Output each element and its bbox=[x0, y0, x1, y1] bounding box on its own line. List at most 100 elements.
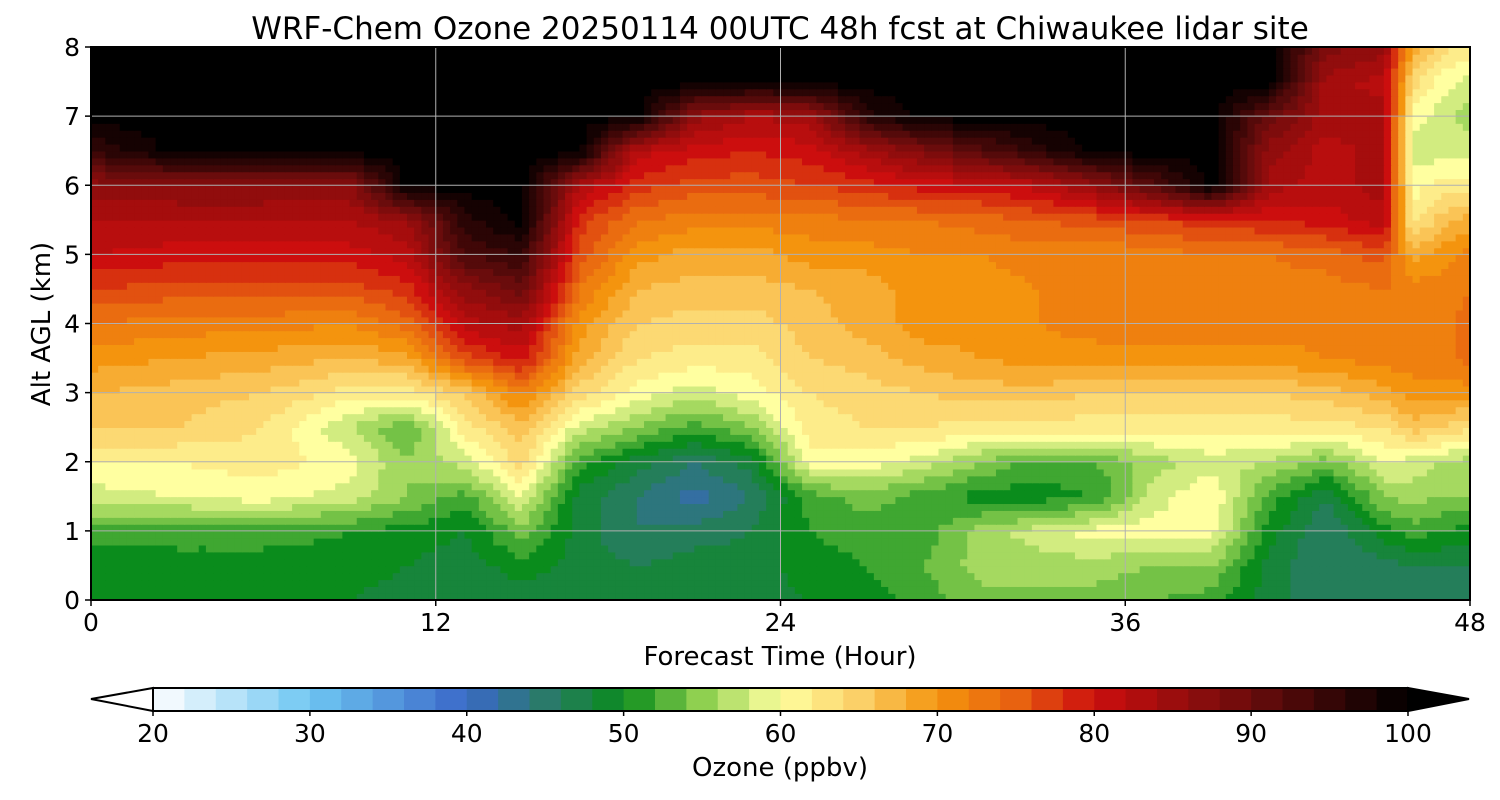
field-cell bbox=[701, 503, 710, 511]
field-cell bbox=[220, 503, 229, 511]
field-cell bbox=[155, 475, 164, 484]
field-cell bbox=[1333, 544, 1342, 553]
field-cell bbox=[1276, 517, 1285, 525]
field-cell bbox=[615, 420, 624, 428]
field-cell bbox=[1398, 454, 1407, 463]
field-cell bbox=[1333, 434, 1342, 442]
field-cell bbox=[284, 558, 293, 567]
field-cell bbox=[1333, 461, 1342, 470]
field-cell bbox=[1276, 461, 1285, 470]
field-cell bbox=[1168, 468, 1177, 477]
field-cell bbox=[378, 441, 387, 449]
field-cell bbox=[852, 558, 861, 567]
field-cell bbox=[866, 586, 875, 594]
field-cell bbox=[751, 441, 760, 449]
field-cell bbox=[1082, 461, 1091, 470]
field-cell bbox=[536, 579, 545, 587]
field-cell bbox=[859, 537, 868, 546]
field-cell bbox=[277, 517, 286, 525]
field-cell bbox=[205, 468, 214, 477]
field-cell bbox=[679, 593, 688, 600]
field-cell bbox=[227, 454, 236, 463]
field-cell bbox=[184, 530, 193, 539]
field-cell bbox=[672, 523, 681, 532]
field-cell bbox=[356, 572, 365, 581]
field-cell bbox=[335, 454, 344, 463]
field-cell bbox=[931, 496, 940, 505]
field-cell bbox=[428, 593, 437, 600]
field-cell bbox=[823, 427, 832, 435]
field-cell bbox=[313, 537, 322, 546]
field-cell bbox=[1060, 523, 1069, 532]
field-cell bbox=[780, 544, 789, 553]
field-cell bbox=[679, 551, 688, 560]
field-cell bbox=[615, 489, 624, 498]
field-cell bbox=[141, 489, 150, 498]
field-cell bbox=[938, 482, 947, 491]
field-cell bbox=[1031, 441, 1040, 449]
field-cell bbox=[658, 441, 667, 449]
field-cell bbox=[170, 593, 178, 600]
field-cell bbox=[916, 593, 925, 600]
field-cell bbox=[284, 489, 293, 498]
field-cell bbox=[995, 461, 1004, 470]
field-cell bbox=[249, 523, 257, 532]
field-cell bbox=[356, 593, 365, 600]
field-cell bbox=[442, 572, 451, 581]
field-cell bbox=[830, 558, 839, 567]
field-cell bbox=[636, 461, 645, 470]
field-cell bbox=[1347, 510, 1356, 518]
field-cell bbox=[830, 579, 839, 587]
field-cell bbox=[205, 441, 214, 449]
field-cell bbox=[888, 503, 897, 511]
field-cell bbox=[1283, 461, 1292, 470]
field-cell bbox=[435, 447, 444, 456]
field-cell bbox=[1010, 461, 1019, 470]
field-cell bbox=[256, 523, 265, 532]
field-cell bbox=[931, 530, 940, 539]
field-cell bbox=[191, 572, 200, 581]
field-cell bbox=[1268, 551, 1277, 560]
field-cell bbox=[787, 523, 796, 532]
field-cell bbox=[758, 551, 767, 560]
field-cell bbox=[1146, 523, 1155, 532]
field-cell bbox=[1168, 454, 1177, 463]
field-cell bbox=[98, 482, 107, 491]
field-cell bbox=[679, 572, 688, 581]
field-cell bbox=[1434, 510, 1443, 518]
field-cell bbox=[1003, 427, 1012, 435]
field-cell bbox=[593, 434, 602, 442]
field-cell bbox=[256, 551, 265, 560]
field-cell bbox=[450, 496, 459, 505]
field-cell bbox=[579, 454, 588, 463]
field-cell bbox=[205, 447, 214, 456]
field-cell bbox=[234, 503, 243, 511]
field-cell bbox=[1455, 565, 1464, 574]
field-cell bbox=[91, 537, 99, 546]
field-cell bbox=[320, 586, 329, 594]
field-cell bbox=[514, 482, 523, 491]
field-cell bbox=[1067, 447, 1076, 456]
field-cell bbox=[529, 565, 538, 574]
field-cell bbox=[1031, 551, 1040, 560]
field-cell bbox=[859, 454, 868, 463]
field-cell bbox=[270, 468, 279, 477]
field-cell bbox=[1153, 434, 1162, 442]
field-cell bbox=[335, 544, 344, 553]
field-cell bbox=[1139, 537, 1148, 546]
field-cell bbox=[636, 517, 645, 525]
field-cell bbox=[299, 530, 308, 539]
field-cell bbox=[916, 523, 925, 532]
field-cell bbox=[737, 441, 746, 449]
field-cell bbox=[550, 544, 559, 553]
field-cell bbox=[292, 572, 301, 581]
field-cell bbox=[1067, 468, 1076, 477]
field-cell bbox=[744, 475, 753, 484]
field-cell bbox=[371, 565, 380, 574]
field-cell bbox=[220, 586, 229, 594]
field-cell bbox=[227, 544, 236, 553]
field-cell bbox=[830, 482, 839, 491]
field-cell bbox=[737, 558, 746, 567]
field-cell bbox=[1010, 544, 1019, 553]
field-cell bbox=[170, 420, 178, 428]
